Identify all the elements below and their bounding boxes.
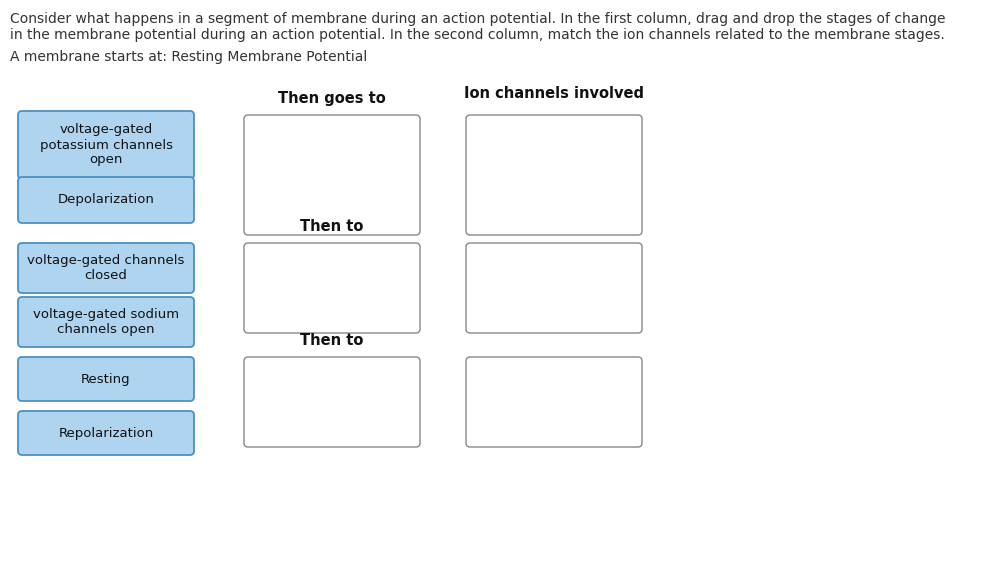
Text: Repolarization: Repolarization	[58, 427, 154, 440]
Text: Consider what happens in a segment of membrane during an action potential. In th: Consider what happens in a segment of me…	[10, 12, 946, 26]
Text: voltage-gated
potassium channels
open: voltage-gated potassium channels open	[39, 123, 172, 166]
FancyBboxPatch shape	[244, 115, 420, 235]
Text: voltage-gated channels
closed: voltage-gated channels closed	[27, 254, 184, 282]
Text: in the membrane potential during an action potential. In the second column, matc: in the membrane potential during an acti…	[10, 28, 945, 42]
FancyBboxPatch shape	[18, 111, 194, 179]
Text: Resting: Resting	[82, 373, 131, 386]
Text: Then goes to: Then goes to	[278, 91, 386, 106]
Text: Then to: Then to	[300, 333, 364, 348]
FancyBboxPatch shape	[466, 357, 642, 447]
FancyBboxPatch shape	[18, 411, 194, 455]
Text: Then to: Then to	[300, 219, 364, 234]
Text: A membrane starts at: Resting Membrane Potential: A membrane starts at: Resting Membrane P…	[10, 50, 368, 64]
FancyBboxPatch shape	[18, 177, 194, 223]
FancyBboxPatch shape	[466, 115, 642, 235]
FancyBboxPatch shape	[244, 243, 420, 333]
Text: Depolarization: Depolarization	[57, 194, 154, 207]
Text: voltage-gated sodium
channels open: voltage-gated sodium channels open	[33, 308, 179, 336]
FancyBboxPatch shape	[18, 243, 194, 293]
FancyBboxPatch shape	[18, 357, 194, 401]
FancyBboxPatch shape	[466, 243, 642, 333]
FancyBboxPatch shape	[18, 297, 194, 347]
Text: Ion channels involved: Ion channels involved	[464, 86, 644, 101]
FancyBboxPatch shape	[244, 357, 420, 447]
